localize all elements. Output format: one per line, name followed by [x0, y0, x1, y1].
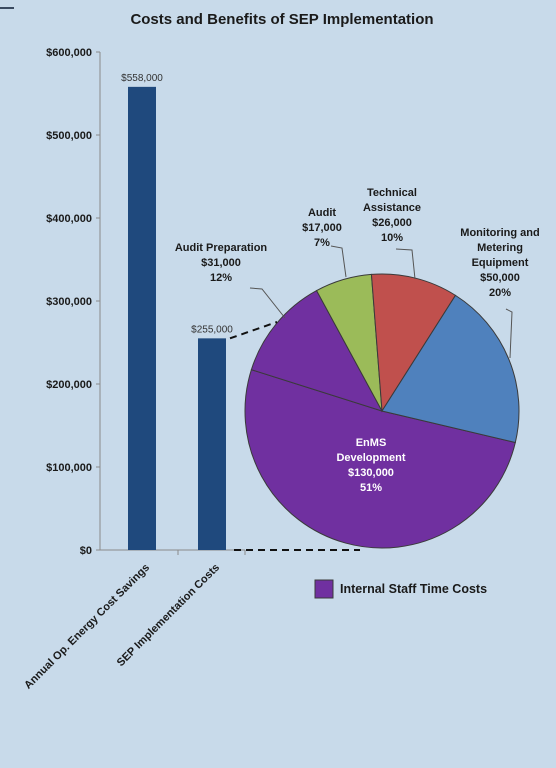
y-tick-label: $100,000 [46, 462, 92, 474]
pie-leader-line [395, 248, 416, 280]
pie-slice-label: $50,000 [480, 272, 520, 284]
pie-leader-line [505, 308, 513, 359]
bar-value-label: $255,000 [191, 324, 233, 335]
pie-slice-label: 51% [360, 482, 382, 494]
pie-slice-label: Development [336, 452, 405, 464]
pie-slice-label: Metering [477, 242, 523, 254]
legend-label: Internal Staff Time Costs [340, 582, 487, 596]
bar-value-label: $558,000 [121, 73, 163, 84]
pie-slice-label: Audit [308, 207, 336, 219]
pie-slice-label: $26,000 [372, 217, 412, 229]
pie-slice-label: EnMS [356, 437, 387, 449]
pie-slice-label: $17,000 [302, 222, 342, 234]
y-tick-label: $400,000 [46, 213, 92, 225]
pie-slice [244, 369, 516, 549]
bar [128, 86, 156, 551]
pie-slice-label: 7% [314, 237, 330, 249]
y-tick-label: $600,000 [46, 47, 92, 59]
pie-slice [381, 294, 520, 444]
pie-slice-label: Equipment [472, 257, 529, 269]
pie-slice-label: Assistance [363, 202, 421, 214]
corner-dash [0, 7, 14, 9]
y-tick-label: $500,000 [46, 130, 92, 142]
pie-slice-label: Monitoring and [460, 227, 539, 239]
pie-slice-label: Technical [367, 187, 417, 199]
y-tick-label: $0 [80, 545, 92, 557]
x-category-label: Annual Op. Energy Cost Savings [22, 562, 152, 692]
connector-dash-top [229, 321, 278, 340]
pie-slice-label: 20% [489, 287, 511, 299]
pie-leader-line [249, 287, 286, 319]
pie-slice-label: Audit Preparation [175, 242, 268, 254]
bar [198, 338, 226, 550]
chart-title: Costs and Benefits of SEP Implementation [130, 11, 433, 28]
pie-slice-label: 10% [381, 232, 403, 244]
legend-swatch [314, 579, 334, 599]
pie-slice-label: $31,000 [201, 257, 241, 269]
pie-leader-line [330, 245, 347, 278]
y-tick-label: $300,000 [46, 296, 92, 308]
pie-slice-label: 12% [210, 272, 232, 284]
y-tick-label: $200,000 [46, 379, 92, 391]
pie-slice-label: $130,000 [348, 467, 394, 479]
pie-slice [250, 289, 384, 412]
